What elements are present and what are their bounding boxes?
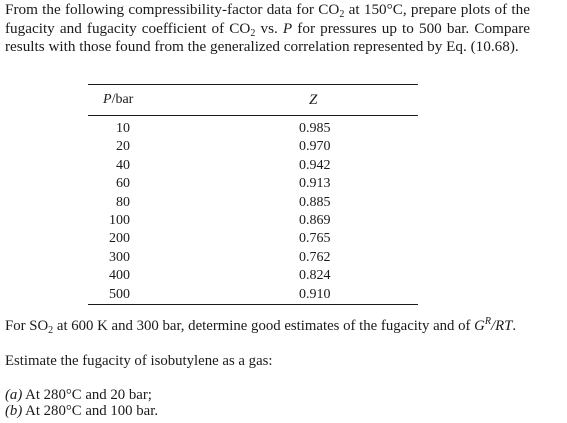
pressure-cell: 10 <box>116 121 130 136</box>
item-b-text: At 280°C and 100 bar. <box>22 403 159 419</box>
table-row: 80 0.885 <box>88 194 418 212</box>
table-row: 60 0.913 <box>88 175 418 193</box>
table-row: 500 0.910 <box>88 286 418 304</box>
pressure-cell: 100 <box>109 212 130 228</box>
q2-subscript: 2 <box>48 325 54 336</box>
table-rule-bottom <box>88 304 418 305</box>
problem-intro: From the following compressibility-facto… <box>5 1 530 57</box>
pressure-cell: 500 <box>109 286 130 302</box>
pressure-cell: 40 <box>116 157 130 173</box>
pressure-cell: 80 <box>116 194 130 210</box>
intro-var-p: P <box>282 19 293 37</box>
intro-text-2: at 150°C, prepare plots of the fugacity … <box>5 1 530 37</box>
z-cell: 0.885 <box>299 194 331 210</box>
question-item-b: (b) At 280°C and 100 bar. <box>5 402 158 420</box>
table-header-z: Z <box>309 92 317 109</box>
q2-text-2: at 600 K and 300 bar, determine good est… <box>53 318 475 334</box>
z-cell: 0.970 <box>299 139 331 155</box>
q2-period: . <box>512 318 517 334</box>
z-cell: 0.913 <box>299 176 331 192</box>
q2-var-rt: /RT <box>490 318 513 334</box>
table-row: 200 0.765 <box>88 230 418 248</box>
intro-subscript-2: 2 <box>250 27 256 39</box>
q2-var-g: G <box>474 318 485 334</box>
z-cell: 0.910 <box>299 286 331 302</box>
item-a-text: At 280°C and 20 bar; <box>22 387 152 403</box>
intro-text-3: vs. <box>255 19 283 37</box>
z-cell: 0.762 <box>299 249 331 265</box>
question-isobutylene: Estimate the fugacity of isobutylene as … <box>5 353 273 369</box>
table-header-pressure: P/bar <box>103 92 133 108</box>
table-rule-top <box>88 84 418 85</box>
table-row: 20 0.970 <box>88 138 418 156</box>
question-item-a: (a) At 280°C and 20 bar; <box>5 386 152 404</box>
table-row: 10 0.985 <box>88 120 418 138</box>
z-cell: 0.765 <box>299 231 331 247</box>
q2-text-1: For SO <box>5 318 49 334</box>
question-so2: For SO2 at 600 K and 300 bar, determine … <box>5 316 517 336</box>
pressure-cell: 400 <box>109 268 130 284</box>
table-row: 400 0.824 <box>88 267 418 285</box>
pressure-cell: 20 <box>116 139 130 155</box>
header-p-unit: /bar <box>111 92 134 107</box>
z-cell: 0.869 <box>299 212 331 228</box>
header-p-var: P <box>103 92 112 107</box>
item-a-label: (a) <box>5 387 23 403</box>
table-body: 10 0.985 20 0.970 40 0.942 60 0.913 80 0.885 100 0.… <box>88 120 418 304</box>
table-rule-header <box>88 115 418 116</box>
intro-text-1: From the following compressibility-facto… <box>5 1 340 18</box>
z-cell: 0.824 <box>299 268 331 284</box>
pressure-cell: 300 <box>109 249 130 265</box>
pressure-cell: 200 <box>109 231 130 247</box>
table-row: 300 0.762 <box>88 249 418 267</box>
intro-text-4: for pressures up to 500 bar. Compare res… <box>5 19 530 56</box>
z-cell: 0.985 <box>299 121 331 136</box>
pressure-cell: 60 <box>116 176 130 192</box>
table-row: 100 0.869 <box>88 212 418 230</box>
intro-subscript-1: 2 <box>339 9 345 20</box>
header-z-var: Z <box>309 92 318 108</box>
item-b-label: (b) <box>5 403 23 419</box>
z-cell: 0.942 <box>299 157 331 173</box>
q2-superscript-r: R <box>484 316 491 328</box>
table-row: 40 0.942 <box>88 157 418 175</box>
